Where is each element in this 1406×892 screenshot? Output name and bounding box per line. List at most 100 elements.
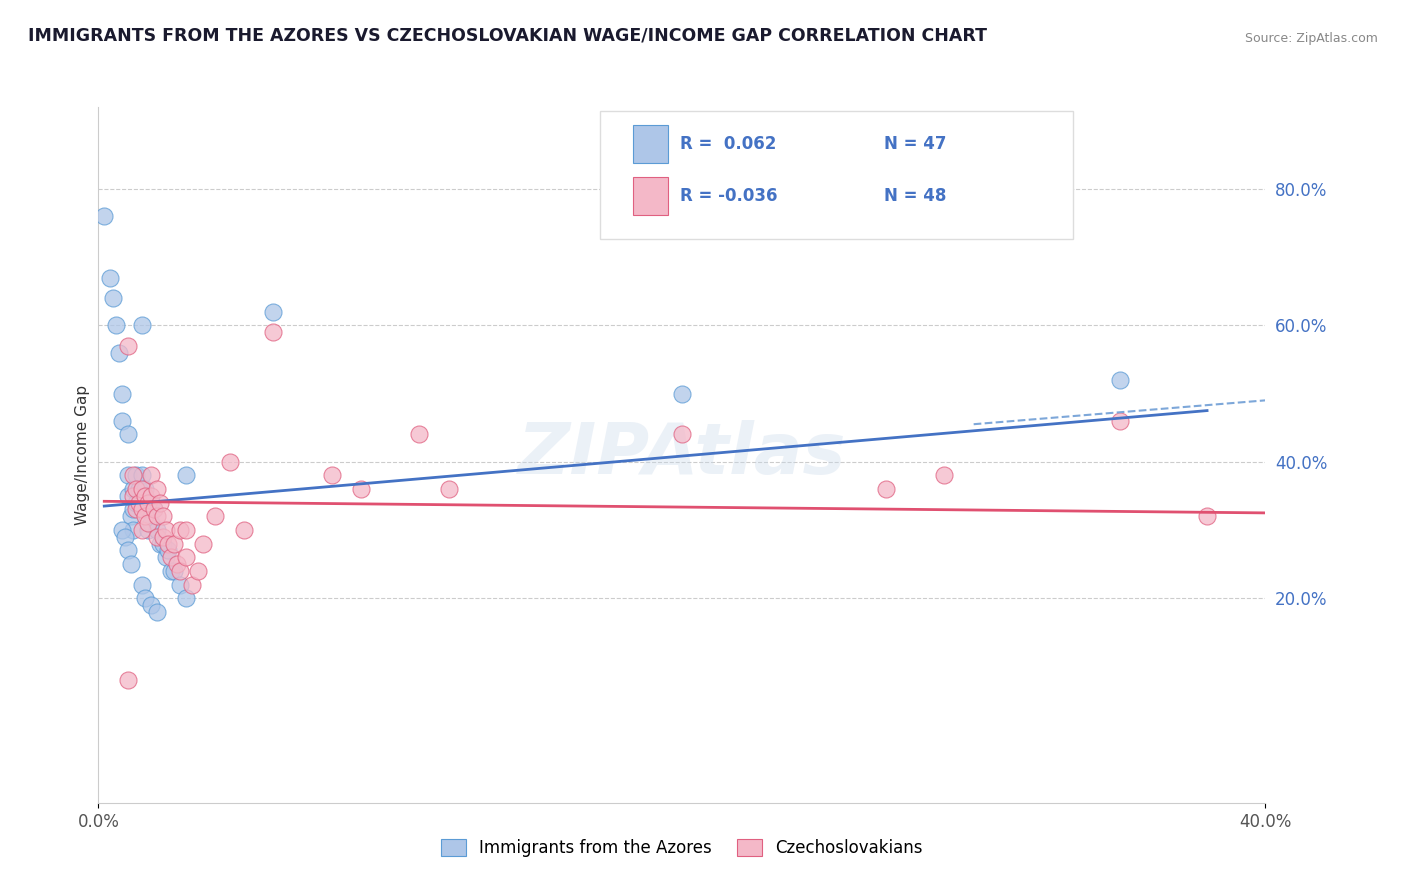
Point [98, 270, 121, 285]
Point [128, 496, 150, 510]
Point [108, 345, 131, 359]
Point [146, 523, 169, 537]
Point [152, 536, 174, 550]
Point [321, 468, 343, 483]
Point [180, 577, 202, 591]
Point [111, 386, 134, 401]
Point [233, 523, 256, 537]
Point [125, 496, 148, 510]
Text: N = 48: N = 48 [884, 187, 946, 205]
Point [174, 468, 197, 483]
Point [163, 564, 186, 578]
Point [131, 482, 153, 496]
Point [157, 543, 180, 558]
Point [1195, 509, 1218, 524]
Point [117, 543, 139, 558]
Point [117, 427, 139, 442]
Point [142, 502, 165, 516]
Point [142, 502, 165, 516]
Point [350, 482, 373, 496]
Point [104, 318, 127, 333]
Point [152, 509, 174, 524]
Point [139, 496, 162, 510]
Point [671, 427, 693, 442]
Point [117, 489, 139, 503]
Point [934, 468, 956, 483]
Point [262, 304, 284, 318]
Point [262, 325, 284, 339]
Point [136, 502, 159, 516]
Text: R = -0.036: R = -0.036 [679, 187, 778, 205]
Point [120, 557, 142, 571]
Point [152, 530, 174, 544]
Point [131, 318, 153, 333]
Point [111, 523, 134, 537]
Point [134, 482, 156, 496]
Point [174, 523, 197, 537]
Point [408, 427, 430, 442]
Point [131, 577, 153, 591]
Point [160, 550, 183, 565]
Point [155, 550, 177, 565]
Point [155, 523, 177, 537]
Point [93, 209, 115, 223]
Point [125, 482, 148, 496]
Point [139, 516, 162, 530]
Point [139, 489, 162, 503]
Point [125, 502, 148, 516]
Point [187, 564, 209, 578]
Point [169, 577, 191, 591]
Point [1108, 414, 1130, 428]
Point [120, 509, 142, 524]
Point [193, 536, 215, 550]
Point [131, 468, 153, 483]
Point [437, 482, 460, 496]
Point [128, 482, 150, 496]
Point [117, 468, 139, 483]
Point [131, 496, 153, 510]
Point [111, 414, 134, 428]
Point [114, 530, 136, 544]
Point [122, 482, 145, 496]
Point [134, 591, 156, 606]
Point [122, 468, 145, 483]
Point [139, 468, 162, 483]
Point [169, 523, 191, 537]
Text: IMMIGRANTS FROM THE AZORES VS CZECHOSLOVAKIAN WAGE/INCOME GAP CORRELATION CHART: IMMIGRANTS FROM THE AZORES VS CZECHOSLOV… [28, 27, 987, 45]
Point [204, 509, 226, 524]
Text: Source: ZipAtlas.com: Source: ZipAtlas.com [1244, 31, 1378, 45]
Point [146, 509, 169, 524]
Legend: Immigrants from the Azores, Czechoslovakians: Immigrants from the Azores, Czechoslovak… [434, 832, 929, 864]
Point [146, 530, 169, 544]
Point [122, 523, 145, 537]
Point [160, 564, 183, 578]
Point [149, 536, 172, 550]
Text: N = 47: N = 47 [884, 136, 946, 153]
Point [875, 482, 897, 496]
Point [157, 536, 180, 550]
Point [149, 496, 172, 510]
Point [117, 339, 139, 353]
Point [139, 598, 162, 612]
Point [122, 502, 145, 516]
Bar [633, 125, 668, 163]
Point [117, 673, 139, 687]
Point [166, 557, 188, 571]
Point [134, 489, 156, 503]
Point [136, 496, 159, 510]
Point [146, 605, 169, 619]
Point [174, 591, 197, 606]
Text: R =  0.062: R = 0.062 [679, 136, 776, 153]
Bar [633, 177, 668, 215]
Point [163, 536, 186, 550]
Point [125, 468, 148, 483]
Point [218, 455, 240, 469]
Point [131, 502, 153, 516]
Point [1108, 373, 1130, 387]
Point [146, 482, 169, 496]
Y-axis label: Wage/Income Gap: Wage/Income Gap [75, 384, 90, 525]
Point [122, 489, 145, 503]
FancyBboxPatch shape [600, 111, 1073, 239]
Point [169, 564, 191, 578]
Point [671, 386, 693, 401]
